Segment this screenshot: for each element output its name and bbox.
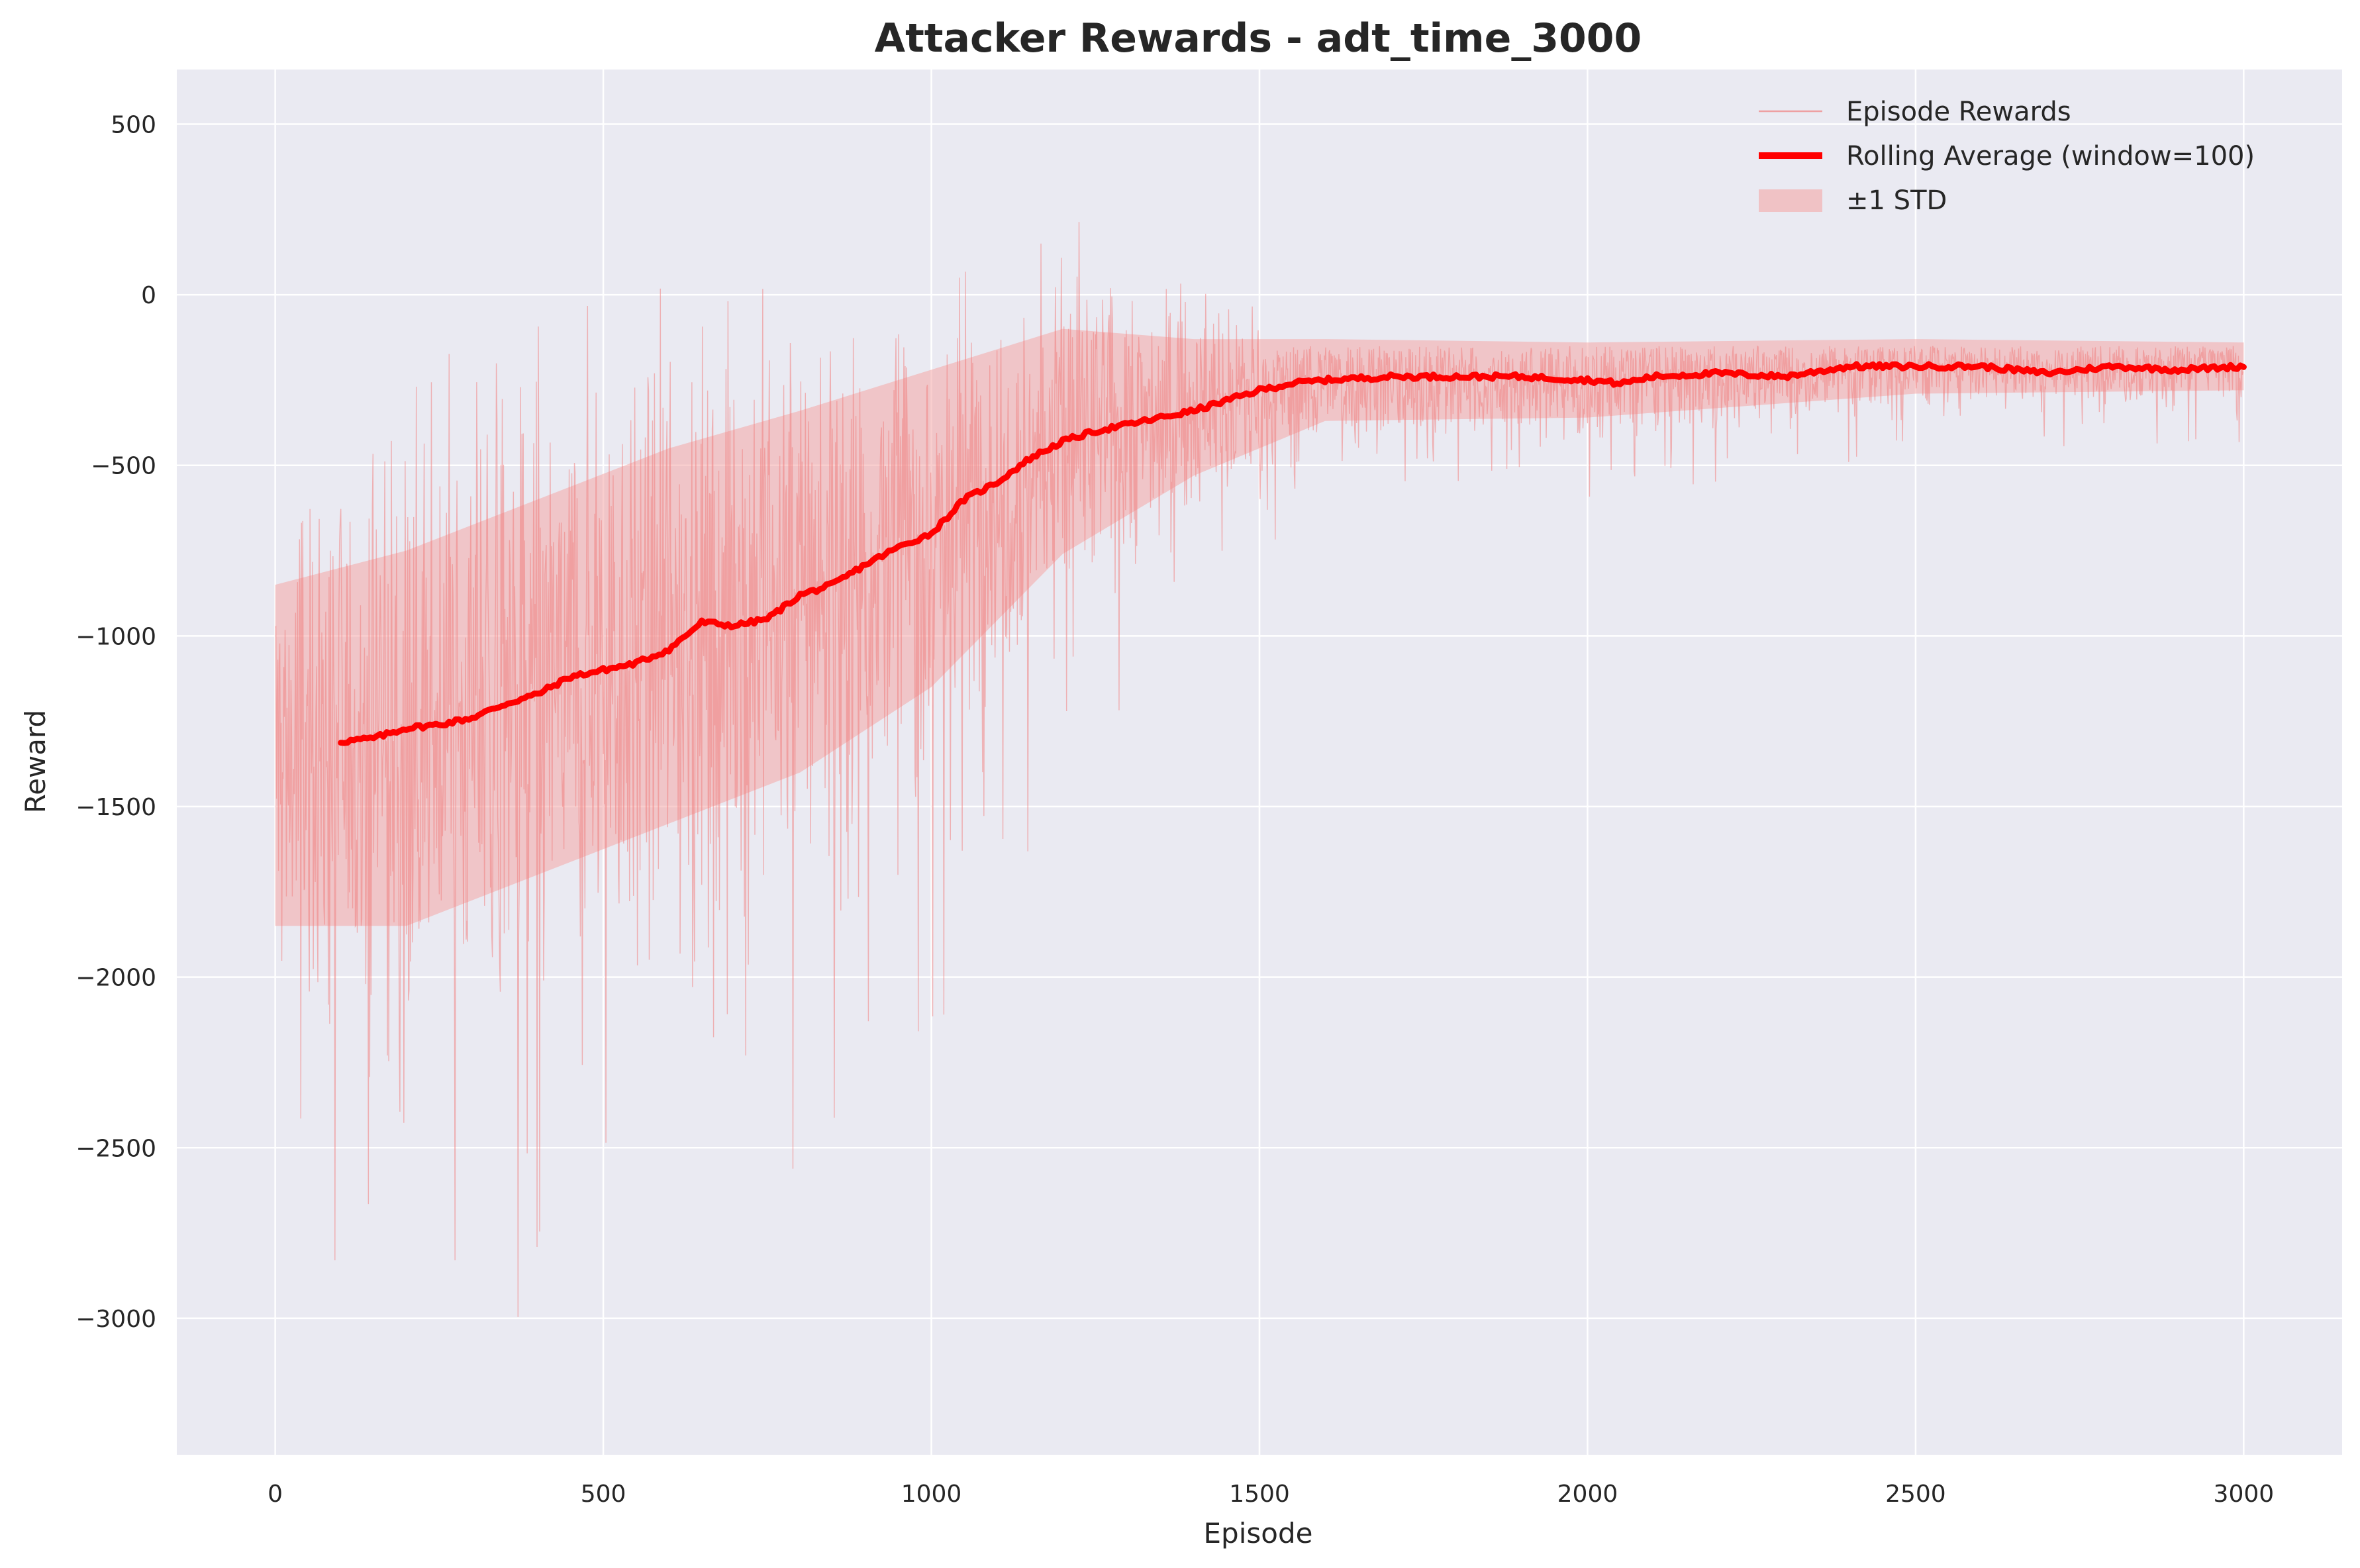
episode-rewards-series (275, 222, 2244, 1317)
y-tick-label: −2500 (75, 1135, 156, 1162)
y-tick-label: −1500 (75, 794, 156, 821)
y-axis-label: Reward (19, 710, 52, 813)
x-axis-label: Episode (1204, 1517, 1313, 1549)
legend-label: Rolling Average (window=100) (1846, 141, 2255, 172)
legend: Episode Rewards Rolling Average (window=1… (1759, 97, 2255, 216)
y-tick-labels: 500 0 −500 −1000 −1500 −2000 −2500 −3000 (75, 111, 156, 1332)
y-tick-label: 500 (111, 111, 156, 138)
x-tick-label: 2000 (1557, 1481, 1618, 1508)
x-tick-label: 0 (268, 1481, 283, 1508)
episode-rewards-line (275, 222, 2244, 1317)
chart-title: Attacker Rewards - adt_time_3000 (875, 15, 1642, 62)
legend-item: ±1 STD (1759, 185, 1947, 216)
rolling-average-series (338, 361, 2247, 746)
x-tick-label: 1000 (901, 1481, 962, 1508)
std-band (275, 328, 2244, 926)
legend-swatch (1759, 189, 1822, 212)
legend-item: Episode Rewards (1759, 97, 2071, 127)
legend-item: Rolling Average (window=100) (1759, 141, 2255, 172)
x-tick-label: 2500 (1885, 1481, 1946, 1508)
legend-label: Episode Rewards (1846, 97, 2071, 127)
rolling-average-line (338, 361, 2247, 746)
std-band-area (275, 328, 2244, 926)
x-tick-label: 3000 (2214, 1481, 2275, 1508)
legend-label: ±1 STD (1846, 185, 1947, 216)
y-tick-label: −500 (91, 453, 156, 480)
y-tick-label: −1000 (75, 623, 156, 650)
y-tick-label: −3000 (75, 1306, 156, 1333)
y-tick-label: 0 (141, 282, 156, 309)
x-tick-labels: 0 500 1000 1500 2000 2500 3000 (268, 1481, 2274, 1508)
x-tick-label: 500 (581, 1481, 626, 1508)
y-tick-label: −2000 (75, 965, 156, 992)
x-tick-label: 1500 (1229, 1481, 1290, 1508)
